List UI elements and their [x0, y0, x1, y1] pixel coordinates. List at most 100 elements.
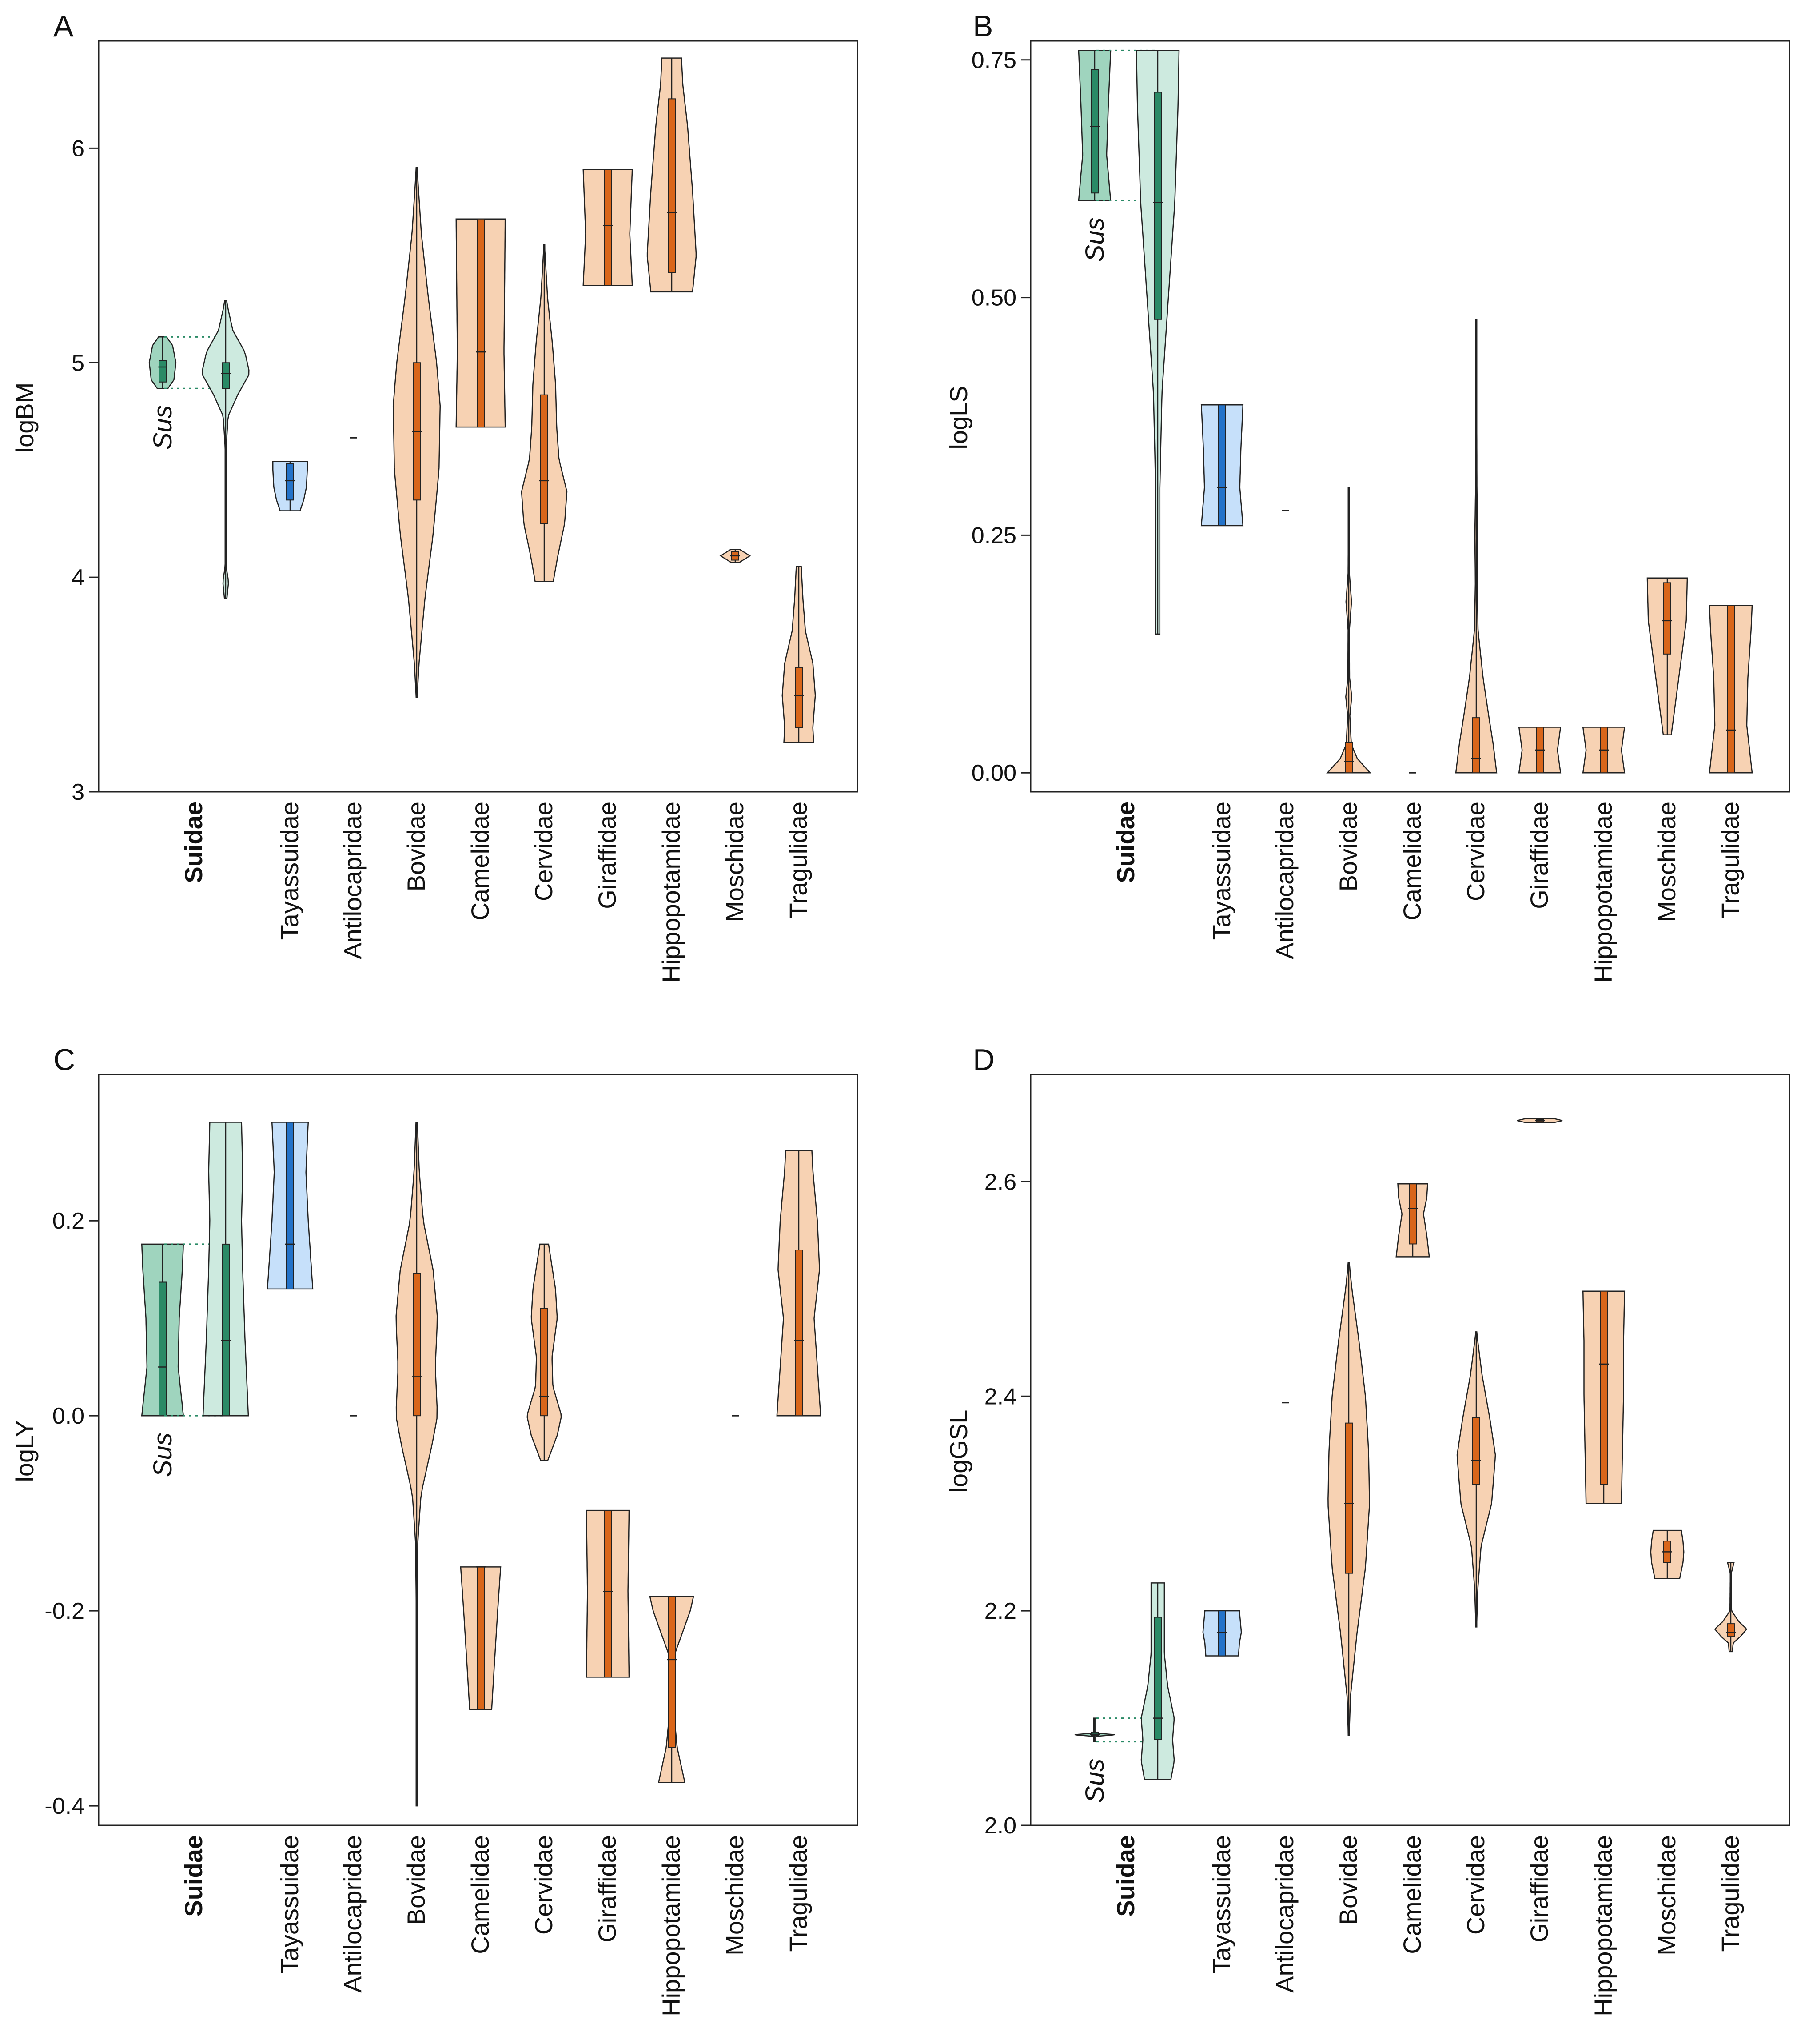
- iqr-box: [1600, 1290, 1608, 1485]
- iqr-box: [604, 1510, 612, 1678]
- y-axis-label: logLY: [11, 1420, 39, 1482]
- violin-hippopotamidae: [1582, 727, 1626, 774]
- violin-suidae: [1136, 50, 1180, 635]
- violin-cervidae: [1455, 319, 1498, 774]
- iqr-box: [413, 1273, 421, 1417]
- violin-cervidae: [526, 1243, 562, 1461]
- violin-sus: Sus: [148, 336, 226, 450]
- y-tick-label: 0.0: [52, 1403, 84, 1429]
- iqr-box: [1091, 69, 1099, 194]
- y-tick-label: 0.25: [972, 523, 1016, 548]
- sus-label: Sus: [148, 1433, 177, 1477]
- violin-sus: Sus: [1078, 49, 1158, 262]
- iqr-box: [159, 360, 167, 383]
- category-label: Giraffidae: [593, 1835, 621, 1943]
- iqr-box: [1409, 1183, 1417, 1245]
- violin-moschidae: [1650, 1529, 1685, 1579]
- panel-A: A logBM Sus 3 4 5 6 Suidae Tayassuidae Antiloc…: [11, 9, 858, 983]
- violin-hippopotamidae: [649, 1595, 694, 1783]
- category-label: Hippopotamidae: [657, 802, 685, 983]
- violin-camelidae: [455, 218, 506, 428]
- category-label: Antilocapridae: [339, 1835, 367, 1993]
- violin-giraffidae: [586, 1509, 630, 1678]
- category-label: Camelidae: [1398, 802, 1426, 921]
- iqr-box: [540, 394, 548, 524]
- y-tick-label: 2.6: [984, 1169, 1016, 1195]
- panel-D: D logGSL Sus 2.0 2.2 2.4 2.6 Suidae Tayassuid…: [944, 1043, 1790, 2016]
- iqr-box: [1345, 742, 1353, 774]
- panel-letter: B: [973, 9, 993, 43]
- violin-bovidae: [392, 167, 441, 698]
- sus-label: Sus: [1080, 217, 1109, 262]
- y-tick-label: -0.4: [44, 1793, 84, 1819]
- violin-giraffidae: [1518, 727, 1562, 774]
- violin-suidae: [1140, 1582, 1175, 1780]
- violin-bovidae: [1327, 1262, 1370, 1736]
- iqr-box: [286, 463, 294, 501]
- iqr-box: [222, 362, 230, 389]
- category-label: Tayassuidae: [1207, 802, 1235, 940]
- y-tick-label: 6: [72, 136, 84, 161]
- y-tick-label: 2.4: [984, 1384, 1016, 1409]
- violin-tayassuidae: [267, 1122, 314, 1290]
- violin-camelidae: [460, 1566, 502, 1710]
- y-tick-label: 2.0: [984, 1813, 1016, 1839]
- violin-tragulidae: [781, 566, 816, 743]
- violin-cervidae: [521, 244, 568, 583]
- category-label: Giraffidae: [593, 802, 621, 909]
- violin-hippopotamidae: [646, 57, 697, 293]
- iqr-box: [1218, 404, 1226, 527]
- y-tick-label: 0.50: [972, 285, 1016, 311]
- plot-area: Sus: [141, 1122, 821, 1807]
- category-label: Bovidae: [1334, 1835, 1362, 1925]
- category-label: Moschidae: [1653, 802, 1681, 922]
- iqr-box: [540, 1308, 548, 1417]
- category-label: Tayassuidae: [275, 1835, 303, 1973]
- plot-area: Sus: [148, 57, 816, 743]
- category-label: Hippopotamidae: [1589, 1835, 1617, 2016]
- y-tick-label: 2.2: [984, 1598, 1016, 1624]
- violin-hippopotamidae: [1582, 1290, 1626, 1504]
- category-label: Camelidae: [1398, 1835, 1426, 1954]
- category-label: Hippopotamidae: [657, 1835, 685, 2016]
- category-label: Tragulidae: [1716, 802, 1744, 918]
- y-tick-label: 5: [72, 350, 84, 376]
- violin-suidae: [202, 300, 250, 599]
- panel-letter: A: [53, 9, 74, 43]
- violin-giraffidae: [1517, 1118, 1563, 1123]
- panel-B: B logLS Sus 0.00 0.25 0.50 0.75 Suidae Tayass…: [944, 9, 1790, 983]
- iqr-box: [1345, 1422, 1353, 1574]
- iqr-box: [1472, 1417, 1480, 1485]
- violin-tayassuidae: [1200, 404, 1244, 527]
- category-label: Cervidae: [530, 1835, 558, 1935]
- sus-label: Sus: [1080, 1759, 1109, 1803]
- iqr-box: [222, 1243, 230, 1417]
- category-label: Hippopotamidae: [1589, 802, 1617, 983]
- category-label: Camelidae: [466, 1835, 494, 1954]
- iqr-box: [1154, 1617, 1162, 1740]
- y-tick-label: -0.2: [44, 1598, 84, 1624]
- violin-camelidae: [1395, 1183, 1430, 1258]
- violin-giraffidae: [582, 169, 633, 286]
- category-label: Bovidae: [402, 1835, 430, 1925]
- violin-bovidae: [395, 1122, 438, 1807]
- y-tick-label: 0.00: [972, 760, 1016, 786]
- iqr-box: [286, 1122, 294, 1289]
- iqr-box: [1218, 1610, 1226, 1657]
- category-label: Tragulidae: [784, 1835, 812, 1952]
- violin-tragulidae: [1709, 605, 1753, 774]
- category-label: Giraffidae: [1525, 1835, 1553, 1943]
- y-tick-label: 0.75: [972, 48, 1016, 73]
- violin-suidae: [202, 1122, 249, 1417]
- category-label: Cervidae: [1462, 1835, 1490, 1935]
- iqr-box: [795, 1250, 803, 1417]
- iqr-box: [668, 1596, 676, 1748]
- plot-frame: [98, 40, 858, 793]
- category-label: Antilocapridae: [339, 802, 367, 959]
- plot-frame: [1030, 40, 1790, 793]
- y-axis-label: logGSL: [944, 1410, 972, 1493]
- plot-area: Sus: [1074, 1118, 1748, 1803]
- category-label: Antilocapridae: [1271, 1835, 1299, 1993]
- category-label: Tayassuidae: [275, 802, 303, 940]
